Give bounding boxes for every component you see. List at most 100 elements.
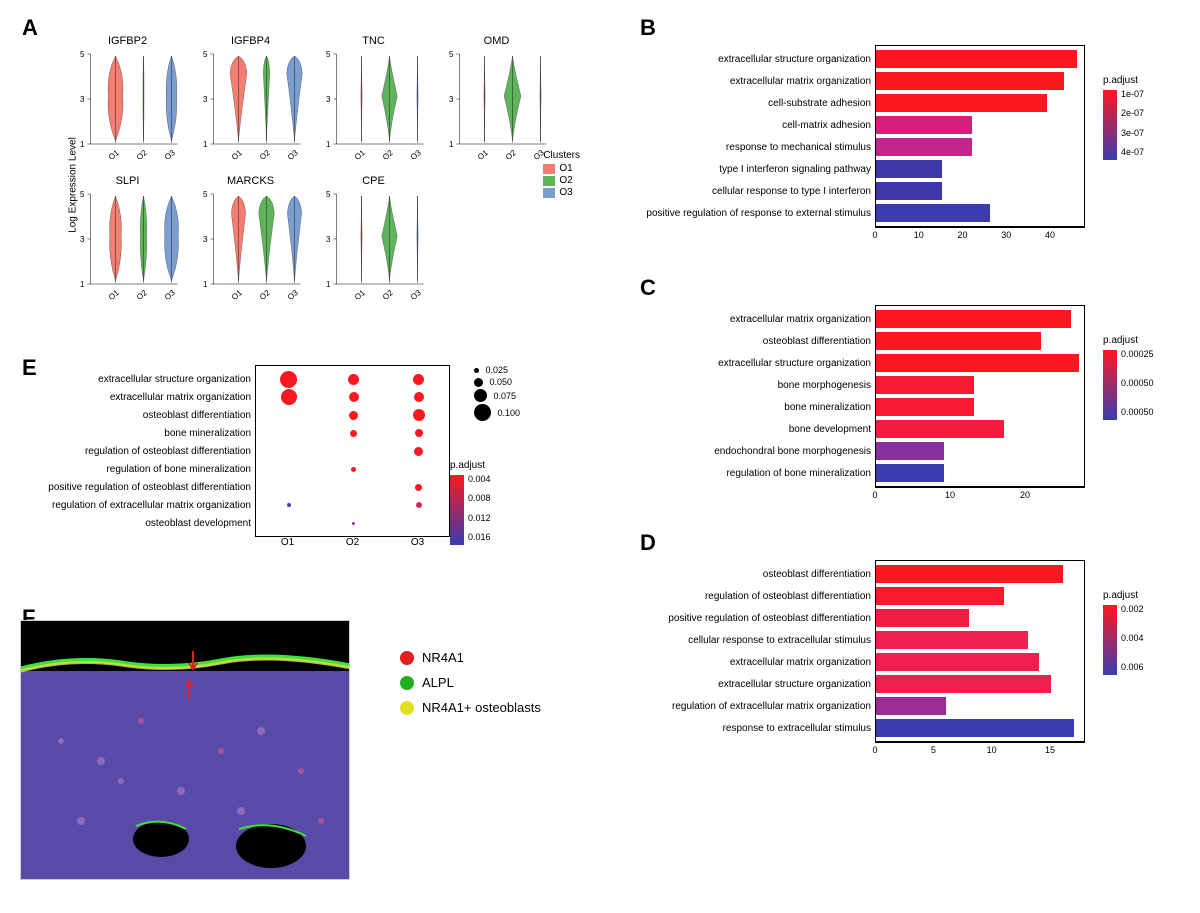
bar-fill — [876, 354, 1079, 372]
svg-text:3: 3 — [326, 95, 331, 104]
bar-fill — [876, 182, 942, 200]
svg-text:1: 1 — [80, 140, 85, 149]
bar-row: endochondral bone morphogenesis — [641, 440, 1086, 462]
dot-row: positive regulation of osteoblast differ… — [21, 478, 451, 496]
size-label: 0.100 — [497, 408, 520, 418]
bar-label: positive regulation of osteoblast differ… — [641, 613, 876, 624]
bar-row: response to extracellular stimulus — [641, 717, 1086, 739]
bar-label: response to mechanical stimulus — [641, 142, 876, 153]
size-legend-item: 0.100 — [474, 404, 520, 421]
dot-label: positive regulation of osteoblast differ… — [21, 482, 256, 493]
svg-text:O1: O1 — [230, 288, 244, 299]
svg-text:3: 3 — [449, 95, 454, 104]
violin-title: MARCKS — [193, 175, 308, 187]
bar-tick: 10 — [914, 230, 924, 240]
dot-circle — [413, 409, 425, 421]
svg-text:5: 5 — [449, 50, 454, 59]
bar-label: cell-substrate adhesion — [641, 98, 876, 109]
bar-row: regulation of osteoblast differentiation — [641, 585, 1086, 607]
svg-text:O2: O2 — [381, 288, 395, 299]
size-legend-item: 0.025 — [474, 365, 520, 375]
bar-row: response to mechanical stimulus — [641, 136, 1086, 158]
svg-text:O3: O3 — [409, 148, 423, 159]
svg-text:O2: O2 — [381, 148, 395, 159]
padjust-tick: 0.012 — [468, 513, 491, 523]
cluster-legend-title: Clusters — [543, 150, 580, 161]
bar-tick: 0 — [872, 745, 877, 755]
bar-label: osteoblast differentiation — [641, 336, 876, 347]
size-label: 0.050 — [489, 377, 512, 387]
bar-fill — [876, 464, 944, 482]
dot-circle — [415, 429, 423, 437]
svg-text:1: 1 — [203, 280, 208, 289]
dot-x-label: O3 — [385, 537, 450, 548]
bar-label: extracellular structure organization — [641, 54, 876, 65]
panel-b-barchart: extracellular structure organization ext… — [640, 45, 1180, 247]
bar-tick: 40 — [1045, 230, 1055, 240]
size-label: 0.075 — [493, 391, 516, 401]
dot-label: regulation of bone mineralization — [21, 464, 256, 475]
dot-x-axis: O1O2O3 — [255, 537, 450, 548]
f-legend-label: ALPL — [422, 675, 454, 690]
dot-label: osteoblast differentiation — [21, 410, 256, 421]
dot-circle — [352, 522, 355, 525]
bar-row: bone morphogenesis — [641, 374, 1086, 396]
padjust-tick: 0.006 — [1121, 662, 1144, 672]
bar-label: positive regulation of response to exter… — [641, 208, 876, 219]
bar-fill — [876, 653, 1039, 671]
bar-label: regulation of osteoblast differentiation — [641, 591, 876, 602]
violin-title: SLPI — [70, 175, 185, 187]
f-legend-item: ALPL — [400, 675, 541, 690]
svg-text:1: 1 — [326, 280, 331, 289]
bar-label: extracellular structure organization — [641, 358, 876, 369]
dot-row: extracellular structure organization — [21, 370, 451, 388]
bar-label: bone development — [641, 424, 876, 435]
bar-row: extracellular matrix organization — [641, 651, 1086, 673]
bar-fill — [876, 116, 972, 134]
bar-fill — [876, 310, 1071, 328]
bar-fill — [876, 587, 1004, 605]
padjust-tick: 0.008 — [468, 493, 491, 503]
svg-text:3: 3 — [203, 235, 208, 244]
dot-row: extracellular matrix organization — [21, 388, 451, 406]
bar-fill — [876, 675, 1051, 693]
bar-fill — [876, 442, 944, 460]
padjust-legend: p.adjust 0.0020.0040.006 — [1103, 590, 1183, 677]
svg-text:O2: O2 — [135, 148, 149, 159]
violin-OMD: OMD 1 3 5 O1 O2 O3 — [439, 35, 554, 165]
svg-text:O2: O2 — [504, 148, 518, 159]
violin-MARCKS: MARCKS 1 3 5 O1 O2 O3 — [193, 175, 308, 305]
padjust-gradient — [1103, 350, 1117, 420]
dot-row: regulation of osteoblast differentiation — [21, 442, 451, 460]
bar-row: bone mineralization — [641, 396, 1086, 418]
padjust-tick: 0.004 — [468, 474, 491, 484]
dot-row: regulation of bone mineralization — [21, 460, 451, 478]
bar-x-axis: 010203040 — [875, 227, 1085, 247]
dot-label: regulation of extracellular matrix organ… — [21, 500, 256, 511]
bar-label: regulation of bone mineralization — [641, 468, 876, 479]
panel-a-violins: Log Expression Level IGFBP2 1 3 5 O1 O2 … — [30, 30, 610, 340]
panel-d-barchart: osteoblast differentiation regulation of… — [640, 560, 1180, 762]
bar-row: regulation of extracellular matrix organ… — [641, 695, 1086, 717]
dot-row: bone mineralization — [21, 424, 451, 442]
cluster-name: O3 — [559, 187, 572, 198]
dot-circle — [414, 447, 423, 456]
bar-row: cell-matrix adhesion — [641, 114, 1086, 136]
dot-x-label: O2 — [320, 537, 385, 548]
padjust-tick: 2e-07 — [1121, 108, 1144, 118]
violin-title: IGFBP4 — [193, 35, 308, 47]
bar-tick: 10 — [945, 490, 955, 500]
bar-row: extracellular structure organization — [641, 673, 1086, 695]
bar-fill — [876, 376, 974, 394]
panel-d-label: D — [640, 530, 656, 556]
dot-x-label: O1 — [255, 537, 320, 548]
dot-circle — [280, 371, 297, 388]
bar-tick: 20 — [1020, 490, 1030, 500]
bar-row: type I interferon signaling pathway — [641, 158, 1086, 180]
bar-label: extracellular matrix organization — [641, 76, 876, 87]
cluster-legend-item: O1 — [543, 163, 580, 174]
svg-text:3: 3 — [203, 95, 208, 104]
cluster-legend: Clusters O1O2O3 — [543, 150, 580, 199]
bar-tick: 15 — [1045, 745, 1055, 755]
dot-circle — [348, 374, 359, 385]
